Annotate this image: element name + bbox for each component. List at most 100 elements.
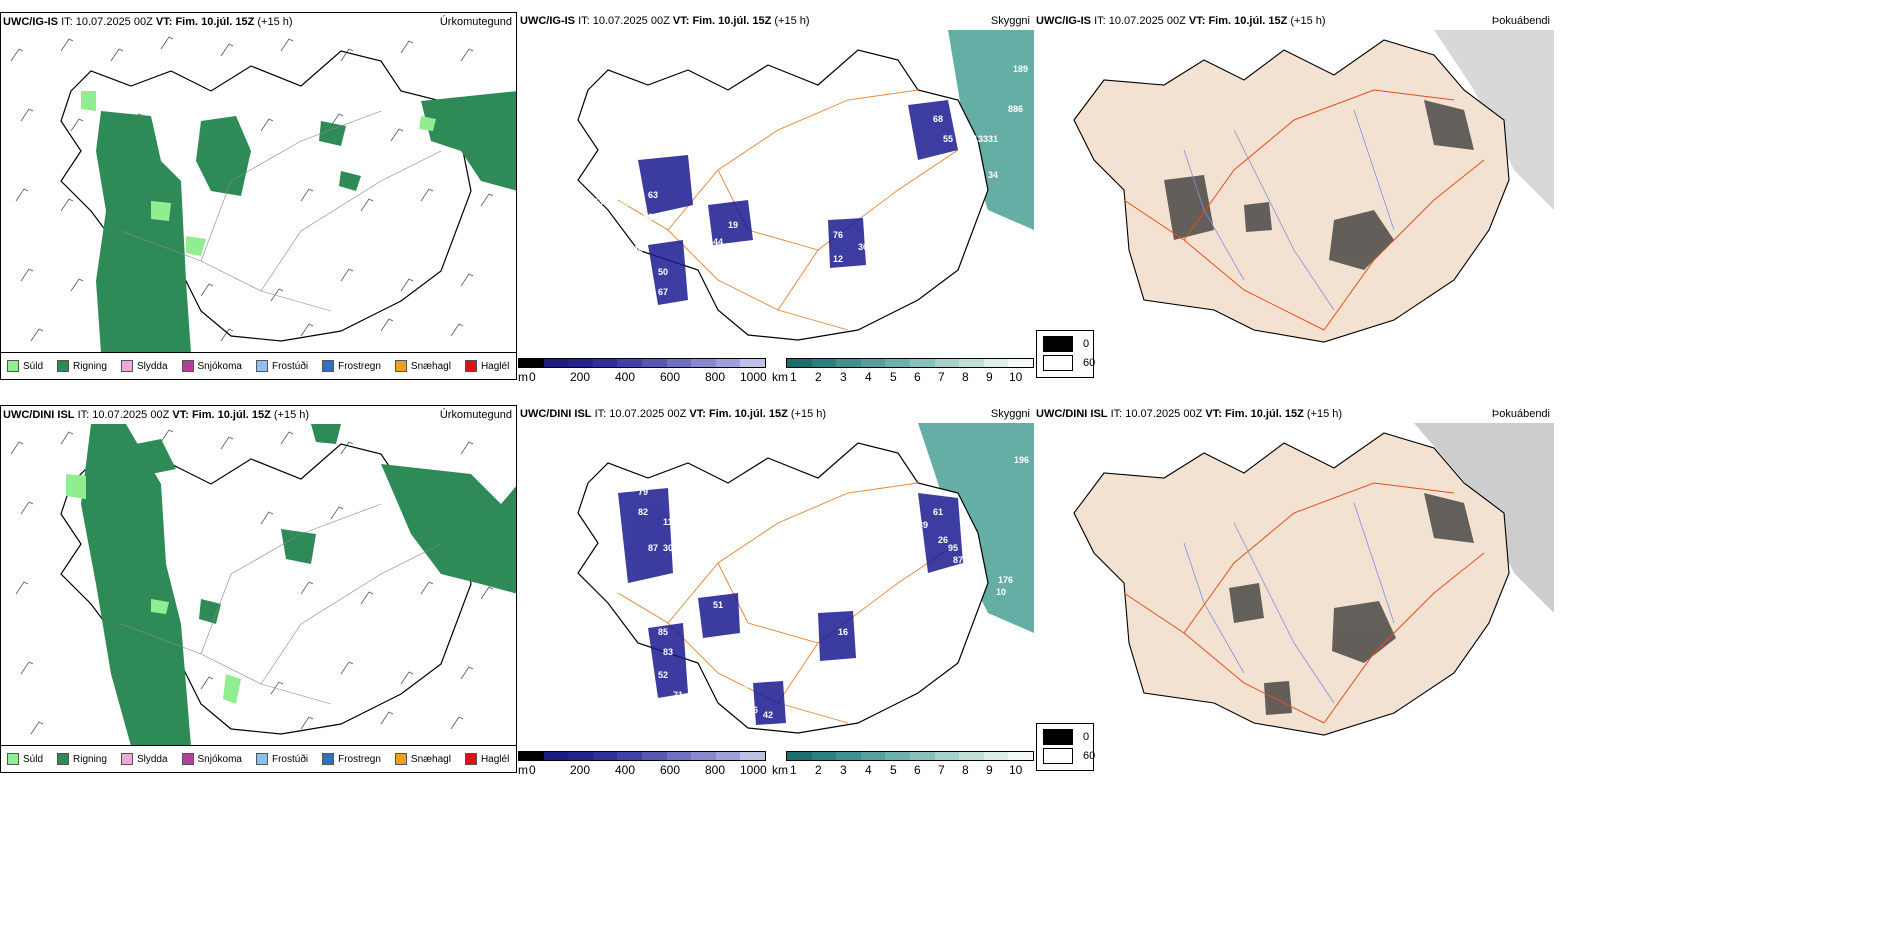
colorbar-segment xyxy=(519,752,544,760)
cloud-base-label: 52 xyxy=(768,217,778,227)
cloud-base-label: 176 xyxy=(998,575,1013,585)
cloud-base-label: 49 xyxy=(938,170,948,180)
cloud-base-label: 31 xyxy=(988,134,998,144)
roads xyxy=(617,89,959,331)
rivers xyxy=(1183,502,1395,704)
cloud-base-label: 40 xyxy=(633,244,643,254)
legend-item-rain: Rigning xyxy=(57,360,107,372)
swatch-freezing-rain xyxy=(322,360,335,372)
precip-map xyxy=(10,36,516,353)
fog-map xyxy=(1073,423,1554,736)
colorbar-segment xyxy=(909,752,935,760)
swatch-freezing-drizzle xyxy=(255,753,268,765)
colorbar-segment xyxy=(934,359,960,367)
cloud-base-label: 105 xyxy=(618,170,633,180)
colorbar-segment xyxy=(909,359,935,367)
visibility-colorbar-row1: km 1 2 3 4 5 6 7 8 9 10 xyxy=(772,358,1034,398)
sea-fog-grey xyxy=(1414,423,1554,613)
cloud-base-label: 12 xyxy=(678,583,688,593)
colorbar-segment xyxy=(983,359,1009,367)
panel-header: UWC/DINI ISL IT: 10.07.2025 00Z VT: Fim.… xyxy=(3,409,310,421)
it-value: 10.07.2025 00Z xyxy=(75,16,153,28)
colorbar-segment xyxy=(519,359,544,367)
swatch-freezing-drizzle xyxy=(255,360,268,372)
colorbar-segment xyxy=(740,752,765,760)
cloud-base-label: 46 xyxy=(748,705,758,715)
colorbar-segment xyxy=(811,359,837,367)
precip-legend: Súld Rigning Slydda Snjókoma Frostúði Fr… xyxy=(1,745,516,772)
cloud-base-label: 189 xyxy=(1013,64,1028,74)
swatch-drizzle xyxy=(7,753,19,765)
swatch-drizzle xyxy=(7,360,19,372)
swatch-rain xyxy=(57,360,70,372)
precip-legend: Súld Rigning Slydda Snjókoma Frostúði Fr… xyxy=(1,352,516,379)
colorbar-segment xyxy=(592,752,618,760)
colorbar-segment xyxy=(715,752,741,760)
swatch-hail xyxy=(464,360,477,372)
cloud-base-label: 96 xyxy=(963,160,973,170)
colorbar-segment xyxy=(787,359,812,367)
cloud-base-colorbar-row2: m 0 200 400 600 800 1000 xyxy=(518,751,768,791)
cloud-base-label: 34 xyxy=(988,170,998,180)
cloud-base-label: 73 xyxy=(768,590,778,600)
legend-item-snow: Snjókoma xyxy=(181,360,242,372)
legend-item-sleet: Slydda xyxy=(120,360,168,372)
visibility-unit: km xyxy=(772,370,788,384)
swatch-sleet xyxy=(120,753,133,765)
cloud-base-label: 87 xyxy=(648,543,658,553)
colorbar-segment xyxy=(959,359,984,367)
colorbar-segment xyxy=(836,359,861,367)
cloud-base-label: 65 xyxy=(653,305,663,315)
cloud-base-label: 68 xyxy=(783,330,793,340)
colorbar-segment xyxy=(885,752,910,760)
panel-title: Skyggni xyxy=(990,15,1030,27)
swatch-snow-pellets xyxy=(394,753,407,765)
wind-barbs xyxy=(10,429,494,735)
colorbar-segment xyxy=(885,359,910,367)
panel-title: Úrkomutegund xyxy=(439,16,512,28)
cloud-base-label: 79 xyxy=(638,487,648,497)
cloud-base-label: 53 xyxy=(593,197,603,207)
colorbar-segment xyxy=(983,752,1009,760)
cloud-base-label: 839 xyxy=(913,520,928,530)
colorbar-segment xyxy=(836,752,861,760)
colorbar-segment xyxy=(860,752,886,760)
colorbar-segment xyxy=(666,752,692,760)
colorbar-segment xyxy=(592,359,618,367)
cloud-base-label: 67 xyxy=(658,287,668,297)
cloud-base-label: 82 xyxy=(638,507,648,517)
cloud-base-label: 61 xyxy=(933,507,943,517)
colorbar-segment xyxy=(617,752,642,760)
cloud-base-label: 109 xyxy=(603,583,618,593)
colorbar-segment xyxy=(1008,359,1033,367)
low-cloud-areas xyxy=(618,488,963,725)
it-label: IT: xyxy=(61,16,73,28)
cloud-base-label: 95 xyxy=(948,543,958,553)
cloud-base-label: 52 xyxy=(658,670,668,680)
colorbar-segment xyxy=(543,359,569,367)
cloud-base-label: 85 xyxy=(658,627,668,637)
fog-legend-row2: 0 60 xyxy=(1036,723,1095,771)
cloud-base-label: 886 xyxy=(1008,104,1023,114)
cb-tick: 200 xyxy=(570,370,591,384)
fog-panel-row1: UWC/IG-IS IT: 10.07.2025 00Z VT: Fim. 10… xyxy=(1034,12,1554,380)
cloud-base-label: 55 xyxy=(943,134,953,144)
roads-grey xyxy=(120,503,442,705)
cloud-base-label: 118 xyxy=(648,600,663,610)
roads-grey xyxy=(120,110,442,312)
legend-item-freezing-rain: Frostregn xyxy=(322,360,381,372)
legend-item-freezing-drizzle: Frostúði xyxy=(255,360,308,372)
panel-title: Þokuábendi xyxy=(1491,408,1550,420)
cloud-base-label: 55 xyxy=(658,583,668,593)
panel-header: UWC/DINI ISL IT: 10.07.2025 00Z VT: Fim.… xyxy=(1036,408,1343,420)
colorbar-segment xyxy=(934,752,960,760)
iceland-outline xyxy=(577,49,989,341)
roads xyxy=(1123,89,1485,331)
visibility-bar xyxy=(786,358,1034,368)
roads xyxy=(1123,482,1485,724)
colorbar-segment xyxy=(715,359,741,367)
colorbar-segment xyxy=(641,752,667,760)
